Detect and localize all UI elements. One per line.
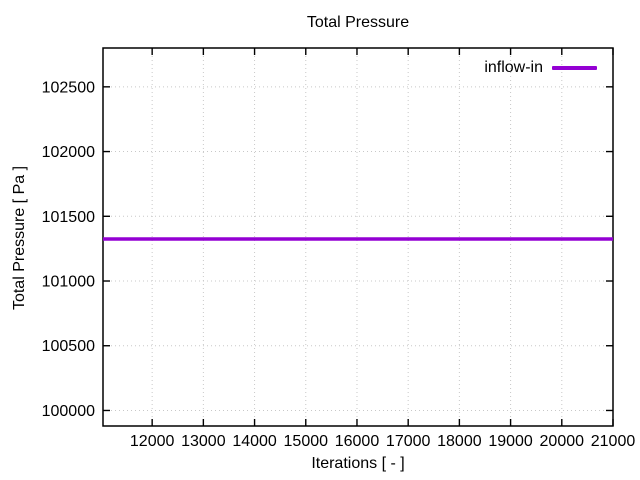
x-tick-label: 15000: [284, 433, 329, 450]
y-axis-title: Total Pressure [ Pa ]: [11, 165, 28, 311]
x-axis-title: Iterations [ - ]: [311, 455, 405, 472]
plot-border: [102, 47, 614, 427]
x-tick-label: 21000: [591, 433, 636, 450]
legend: inflow-in: [484, 59, 597, 77]
y-tick-label: 102500: [42, 79, 95, 96]
x-tick-label: 14000: [232, 433, 277, 450]
legend-line-sample: [552, 66, 597, 70]
x-tick-label: 16000: [335, 433, 380, 450]
x-tick-label: 17000: [386, 433, 431, 450]
y-tick-label: 102000: [42, 144, 95, 161]
y-tick-label: 101500: [42, 209, 95, 226]
x-tick-label: 20000: [540, 433, 585, 450]
y-tick-label: 100500: [42, 338, 95, 355]
x-tick-label: 18000: [437, 433, 482, 450]
legend-label: inflow-in: [484, 59, 543, 76]
x-tick-label: 13000: [181, 433, 226, 450]
y-tick-label: 100000: [42, 403, 95, 420]
x-tick-label: 19000: [488, 433, 533, 450]
chart-title: Total Pressure: [306, 14, 410, 31]
x-tick-label: 12000: [130, 433, 175, 450]
y-tick-label: 101000: [42, 274, 95, 291]
